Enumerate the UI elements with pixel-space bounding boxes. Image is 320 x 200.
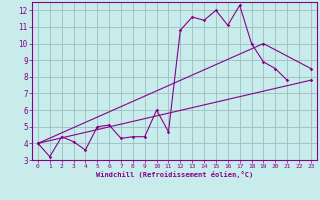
- X-axis label: Windchill (Refroidissement éolien,°C): Windchill (Refroidissement éolien,°C): [96, 171, 253, 178]
